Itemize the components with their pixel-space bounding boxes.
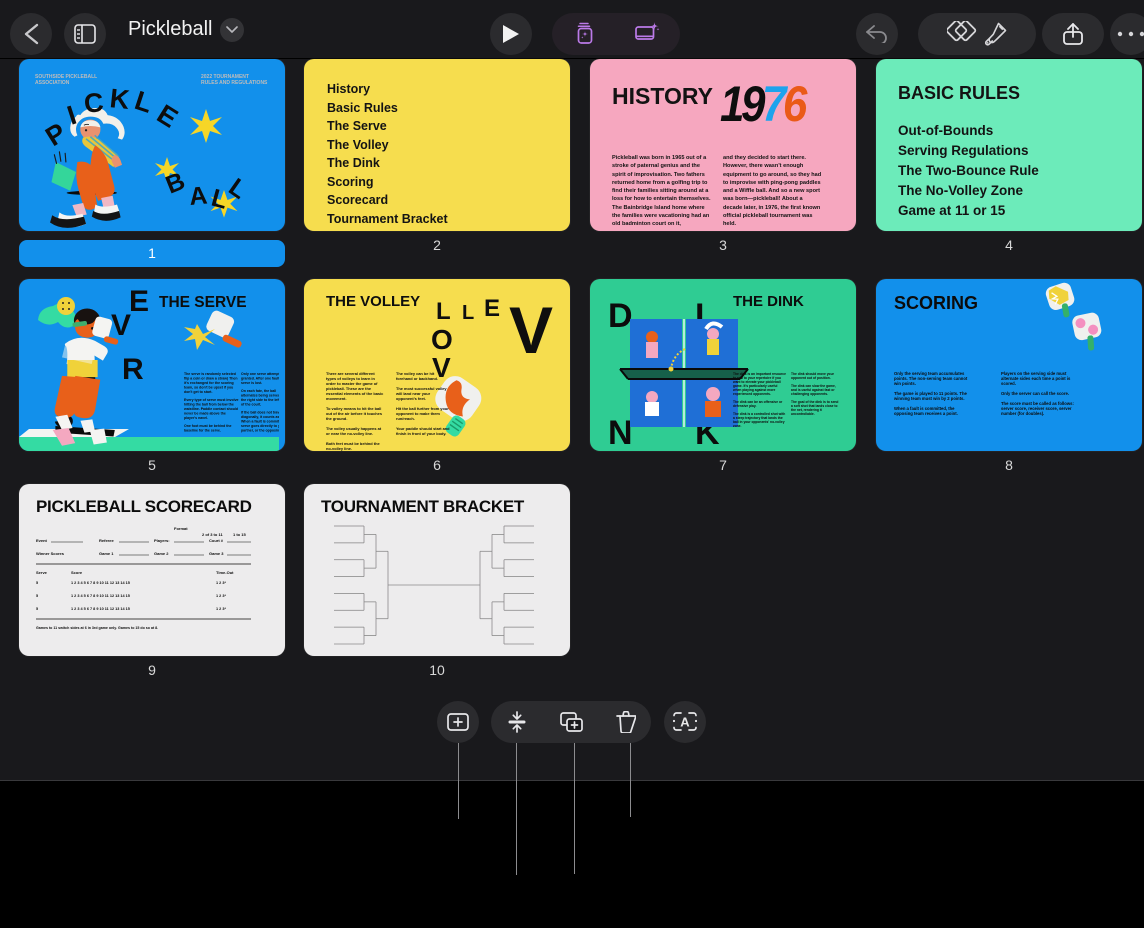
svg-text:5: 5 <box>36 581 38 585</box>
svg-text:don't get to start.: don't get to start. <box>184 390 212 394</box>
svg-text:V: V <box>111 309 131 342</box>
svg-text:player's navel.: player's navel. <box>184 416 208 420</box>
svg-text:L: L <box>131 85 156 119</box>
svg-text:experienced opponents.: experienced opponents. <box>733 392 771 396</box>
svg-text:Court #: Court # <box>209 538 224 543</box>
svg-text:opponent out of position.: opponent out of position. <box>791 376 831 380</box>
svg-text:N: N <box>608 414 633 451</box>
svg-text:B: B <box>162 167 189 200</box>
svg-text:Games to 11 switch sides at 6: Games to 11 switch sides at 6 in 3rd gam… <box>36 626 158 630</box>
svg-text:granted. After one fault, the: granted. After one fault, the <box>241 377 279 381</box>
svg-text:The serve is randomly selected: The serve is randomly selected <box>184 372 236 376</box>
svg-text:Game 1: Game 1 <box>99 551 114 556</box>
svg-text:1 2 3 4 5 6 7 8 9 10: 1 2 3 4 5 6 7 8 9 10 11 12 13 14 15 <box>71 594 130 598</box>
svg-text:Every type of serve must invol: Every type of serve must involve <box>184 398 239 402</box>
svg-text:Only one serve attempt is: Only one serve attempt is <box>241 372 279 376</box>
svg-text:zone.: zone. <box>733 424 742 428</box>
svg-text:L: L <box>462 302 474 324</box>
svg-text:defensive play.: defensive play. <box>733 404 756 408</box>
svg-text:baseline for the serve.: baseline for the serve. <box>184 429 221 433</box>
svg-text:Only the server can call the s: Only the server can call the score. <box>1001 391 1069 396</box>
svg-text:2 of 3 to 11: 2 of 3 to 11 <box>202 532 223 537</box>
svg-text:5: 5 <box>36 607 38 611</box>
svg-text:number (for doubles).: number (for doubles). <box>1001 411 1044 416</box>
svg-text:Referee: Referee <box>99 538 114 543</box>
svg-text:winning team must win by 2 poi: winning team must win by 2 points. <box>893 396 965 401</box>
svg-text:R: R <box>122 353 144 386</box>
svg-text:1 2 3*: 1 2 3* <box>216 581 226 585</box>
svg-text:THE VOLLEY: THE VOLLEY <box>326 293 420 310</box>
svg-text:it's exchanged for the scoring: it's exchanged for the scoring <box>184 381 234 385</box>
svg-text:1 2 3*: 1 2 3* <box>216 594 226 598</box>
svg-text:E: E <box>129 285 149 318</box>
svg-text:finish in front of your body.: finish in front of your body. <box>396 431 446 436</box>
svg-text:Game 3: Game 3 <box>209 551 224 556</box>
svg-text:ASSOCIATION: ASSOCIATION <box>35 80 70 86</box>
svg-text:THE SERVE: THE SERVE <box>159 294 247 311</box>
svg-text:serve is lost.: serve is lost. <box>241 381 262 385</box>
svg-text:A: A <box>680 715 690 730</box>
svg-text:challenging opponents.: challenging opponents. <box>791 392 828 396</box>
svg-text:RULES AND REGULATIONS: RULES AND REGULATIONS <box>201 80 268 86</box>
svg-text:movement.: movement. <box>326 396 347 401</box>
svg-text:Serve: Serve <box>36 570 48 575</box>
svg-text:diagonally, it counts as a fau: diagonally, it counts as a fault. <box>241 415 279 419</box>
svg-text:E: E <box>484 295 500 322</box>
svg-text:Format: Format <box>174 526 188 531</box>
svg-text:THE DINK: THE DINK <box>733 293 804 310</box>
svg-text:1 2 3*: 1 2 3* <box>216 607 226 611</box>
svg-text:When a fault is committed, the: When a fault is committed, the <box>241 420 279 424</box>
svg-text:uncontrollable.: uncontrollable. <box>791 412 815 416</box>
svg-text:Winner Scores: Winner Scores <box>36 551 65 556</box>
svg-text:serve goes directly to your: serve goes directly to your <box>241 424 279 428</box>
svg-text:never be made above the: never be made above the <box>184 412 226 416</box>
svg-text:opposing team receives a point: opposing team receives a point. <box>894 411 958 416</box>
svg-text:no-volley line.: no-volley line. <box>326 446 352 451</box>
svg-text:win points.: win points. <box>893 381 916 386</box>
svg-text:waistline. Paddle contact shou: waistline. Paddle contact should <box>183 407 238 411</box>
svg-text:P: P <box>40 117 71 152</box>
svg-text:or near the no-volley line.: or near the no-volley line. <box>326 431 373 436</box>
svg-text:O: O <box>431 324 453 355</box>
svg-text:A: A <box>188 182 208 211</box>
svg-text:K: K <box>108 83 131 115</box>
svg-text:opponent's feet.: opponent's feet. <box>396 396 426 401</box>
svg-text:flip a coin or draw a straw) T: flip a coin or draw a straw) Then <box>184 377 237 381</box>
svg-text:V: V <box>509 293 553 367</box>
svg-text:L: L <box>436 298 451 325</box>
svg-text:If the ball does not travel: If the ball does not travel <box>241 411 279 415</box>
svg-text:hitting the ball from below th: hitting the ball from below the <box>184 403 234 407</box>
svg-text:the ground.: the ground. <box>326 416 347 421</box>
svg-text:Time-Out: Time-Out <box>216 570 234 575</box>
svg-text:run/reach.: run/reach. <box>396 416 415 421</box>
svg-text:Players:: Players: <box>154 538 170 543</box>
svg-text:Game 2: Game 2 <box>154 551 169 556</box>
svg-text:team, so don't be upset if you: team, so don't be upset if you <box>184 386 233 390</box>
svg-text:scored.: scored. <box>1001 381 1016 386</box>
svg-text:D: D <box>608 297 633 335</box>
svg-text:Score: Score <box>71 570 83 575</box>
svg-text:On each fate, the ball: On each fate, the ball <box>241 389 276 393</box>
svg-text:5: 5 <box>36 594 38 598</box>
svg-text:Event: Event <box>36 538 48 543</box>
svg-text:partner, or the opposing team: partner, or the opposing team <box>241 429 279 433</box>
svg-text:E: E <box>152 99 183 134</box>
svg-text:of the court.: of the court. <box>241 403 261 407</box>
svg-text:the right side to the left sid: the right side to the left side <box>241 398 279 402</box>
svg-text:1 2 3 4 5 6 7 8 9 10: 1 2 3 4 5 6 7 8 9 10 11 12 13 14 15 <box>71 607 130 611</box>
svg-text:One foot must be behind the: One foot must be behind the <box>184 424 231 428</box>
svg-text:L: L <box>208 184 230 215</box>
svg-text:1 to 15: 1 to 15 <box>233 532 246 537</box>
svg-text:forehand or backhand.: forehand or backhand. <box>396 376 438 381</box>
svg-text:1 2 3 4 5 6 7 8 9 10: 1 2 3 4 5 6 7 8 9 10 11 12 13 14 15 <box>71 581 130 585</box>
svg-text:C: C <box>82 87 105 119</box>
svg-text:alternates being served from: alternates being served from <box>241 394 279 398</box>
